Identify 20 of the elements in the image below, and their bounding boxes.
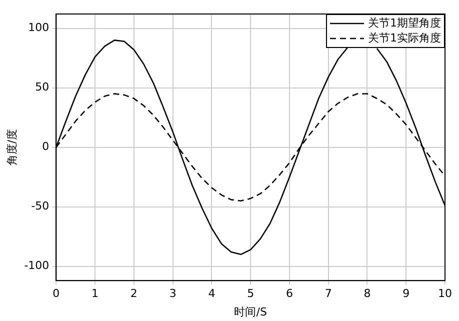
y-axis-title: 角度/度 <box>5 128 18 166</box>
legend-label: 关节1期望角度 <box>368 16 441 30</box>
x-tick-label: 10 <box>438 287 452 300</box>
x-tick-label: 7 <box>324 287 332 300</box>
x-tick-label: 5 <box>247 287 254 300</box>
y-tick-label: 50 <box>35 80 50 94</box>
y-tick-label: 100 <box>28 21 50 34</box>
x-tick-label: 3 <box>169 287 176 300</box>
x-tick-label: 4 <box>208 287 216 300</box>
legend-label: 关节1实际角度 <box>368 31 441 44</box>
x-tick-label: 8 <box>364 287 371 300</box>
x-tick-label: 1 <box>92 287 99 300</box>
x-tick-label: 6 <box>286 287 293 300</box>
y-tick-label: 0 <box>42 140 50 154</box>
x-tick-label: 0 <box>52 287 60 300</box>
y-tick-label: -100 <box>24 259 50 272</box>
x-tick-label: 2 <box>130 287 138 300</box>
x-tick-label: 9 <box>402 287 410 300</box>
x-axis-title: 时间/S <box>234 305 267 318</box>
y-tick-label: -50 <box>31 200 50 213</box>
